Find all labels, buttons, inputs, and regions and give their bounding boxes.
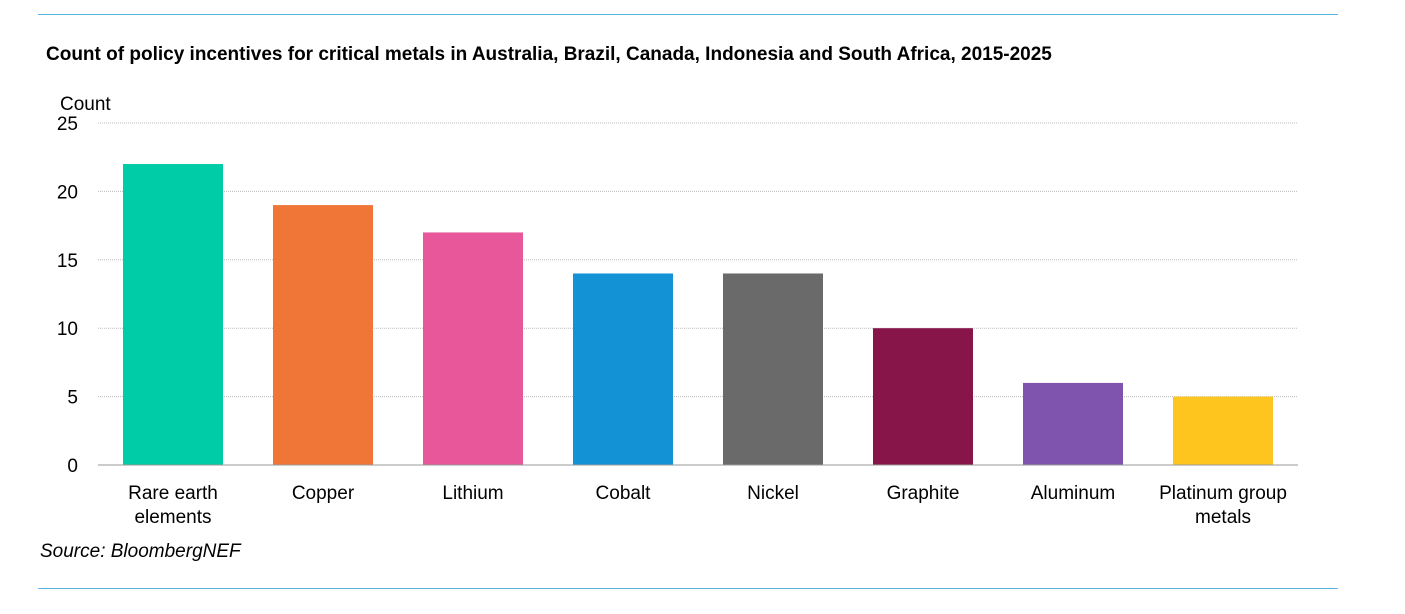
bar [123, 164, 223, 466]
bar [1173, 396, 1273, 465]
x-tick-label: Aluminum [1031, 483, 1115, 504]
bar [423, 232, 523, 465]
x-tick-label: Copper [292, 483, 355, 504]
chart-title: Count of policy incentives for critical … [46, 44, 1052, 65]
y-tick-label: 5 [67, 388, 78, 409]
y-tick-label: 25 [57, 114, 78, 135]
x-tick-label: Nickel [747, 483, 799, 504]
x-tick-label: Platinum group metals [1159, 483, 1287, 528]
x-tick-label: Cobalt [596, 483, 652, 504]
x-tick-label: Rare earth elements [128, 483, 218, 528]
y-axis-label: Count [60, 94, 111, 115]
bar [1023, 382, 1123, 465]
y-tick-label: 10 [57, 319, 78, 340]
x-tick-label: Lithium [442, 483, 503, 504]
bar [873, 328, 973, 465]
x-tick-label: Graphite [887, 483, 960, 504]
y-tick-label: 20 [57, 182, 78, 203]
source-note: Source: BloombergNEF [40, 541, 241, 562]
y-tick-label: 0 [67, 456, 78, 477]
bottom-rule [38, 588, 1338, 589]
bar [573, 273, 673, 465]
top-rule [38, 14, 1338, 15]
bar [273, 205, 373, 465]
y-tick-label: 15 [57, 251, 78, 272]
bar [723, 273, 823, 465]
